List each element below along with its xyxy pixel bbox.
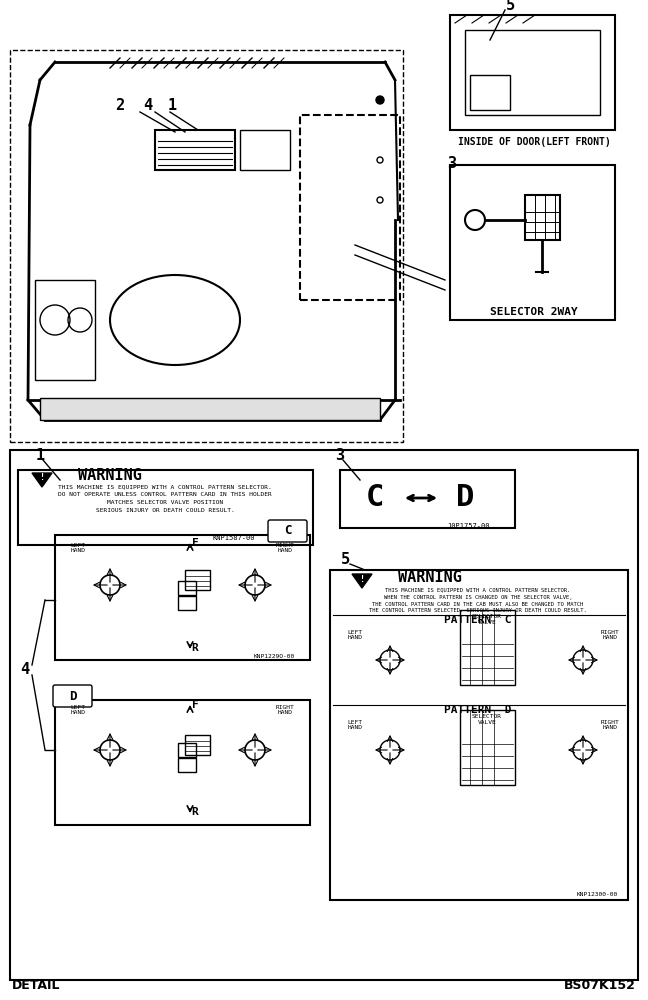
Bar bbox=[470, 75, 510, 110]
Text: C: C bbox=[366, 484, 384, 512]
Bar bbox=[40, 398, 380, 420]
Text: SELECTOR
VALVE: SELECTOR VALVE bbox=[472, 714, 502, 725]
Text: THIS MACHINE IS EQUIPPED WITH A CONTROL PATTERN SELECTOR.: THIS MACHINE IS EQUIPPED WITH A CONTROL … bbox=[386, 587, 571, 592]
Bar bbox=[55, 700, 310, 825]
Text: LEFT
HAND: LEFT HAND bbox=[71, 543, 86, 553]
Text: KNP1229O-00: KNP1229O-00 bbox=[254, 654, 295, 658]
Bar bbox=[240, 130, 290, 170]
Text: WARNING: WARNING bbox=[78, 468, 142, 484]
Text: THE CONTROL PATTERN CARD IN THE CAB MUST ALSO BE CHANGED TO MATCH: THE CONTROL PATTERN CARD IN THE CAB MUST… bbox=[373, 601, 584, 606]
Text: 3: 3 bbox=[336, 448, 345, 462]
Text: !: ! bbox=[40, 474, 45, 483]
Circle shape bbox=[376, 96, 384, 104]
Bar bbox=[460, 710, 515, 785]
Text: SELECTOR
VALVE: SELECTOR VALVE bbox=[472, 614, 502, 625]
Bar bbox=[460, 610, 515, 685]
Text: RIGHT
HAND: RIGHT HAND bbox=[275, 543, 294, 553]
Text: RIGHT
HAND: RIGHT HAND bbox=[275, 705, 294, 715]
Text: 5: 5 bbox=[505, 0, 515, 12]
Text: R: R bbox=[192, 807, 198, 817]
Text: SERIOUS INJURY OR DEATH COULD RESULT.: SERIOUS INJURY OR DEATH COULD RESULT. bbox=[96, 508, 235, 514]
Bar bbox=[18, 470, 313, 545]
Text: KNP12300-00: KNP12300-00 bbox=[577, 892, 618, 898]
Text: LEFT
HAND: LEFT HAND bbox=[71, 705, 86, 715]
Bar bbox=[55, 535, 310, 660]
Text: DO NOT OPERATE UNLESS CONTROL PATTERN CARD IN THIS HOLDER: DO NOT OPERATE UNLESS CONTROL PATTERN CA… bbox=[58, 492, 272, 497]
Text: R: R bbox=[192, 643, 198, 653]
Bar bbox=[155, 130, 235, 170]
Text: !: ! bbox=[360, 574, 364, 584]
FancyBboxPatch shape bbox=[53, 685, 92, 707]
Text: 2: 2 bbox=[115, 98, 124, 112]
FancyBboxPatch shape bbox=[268, 520, 307, 542]
Text: DETAIL: DETAIL bbox=[12, 979, 60, 992]
Text: 5: 5 bbox=[340, 552, 349, 568]
Bar bbox=[35, 280, 95, 380]
Polygon shape bbox=[32, 473, 52, 487]
Bar bbox=[450, 15, 615, 130]
Text: 4: 4 bbox=[143, 98, 152, 112]
Bar bbox=[300, 115, 400, 300]
Text: 4: 4 bbox=[21, 662, 30, 678]
Bar bbox=[525, 195, 560, 240]
Text: MATCHES SELECTOR VALVE POSITION: MATCHES SELECTOR VALVE POSITION bbox=[107, 500, 223, 506]
Bar bbox=[178, 743, 196, 757]
Bar bbox=[340, 470, 515, 528]
Text: D: D bbox=[456, 484, 474, 512]
Polygon shape bbox=[352, 574, 372, 588]
Bar bbox=[178, 581, 196, 595]
Text: F: F bbox=[192, 700, 198, 710]
Text: LEFT
HAND: LEFT HAND bbox=[347, 630, 362, 640]
Bar bbox=[185, 735, 210, 755]
Text: BS07K152: BS07K152 bbox=[564, 979, 636, 992]
Text: PATTERN  C: PATTERN C bbox=[445, 615, 512, 625]
Bar bbox=[330, 570, 628, 900]
Text: F: F bbox=[192, 538, 198, 548]
Text: INSIDE OF DOOR(LEFT FRONT): INSIDE OF DOOR(LEFT FRONT) bbox=[457, 137, 610, 147]
Text: 3: 3 bbox=[447, 155, 457, 170]
Bar bbox=[10, 450, 638, 980]
Text: PATTERN  D: PATTERN D bbox=[445, 705, 512, 715]
Bar bbox=[178, 758, 196, 772]
Text: LEFT
HAND: LEFT HAND bbox=[347, 720, 362, 730]
Text: D: D bbox=[69, 690, 76, 702]
Text: THE CONTROL PATTERN SELECTED. SERIOUS INJURY OR DEATH COULD RESULT.: THE CONTROL PATTERN SELECTED. SERIOUS IN… bbox=[369, 608, 587, 613]
Bar bbox=[185, 570, 210, 590]
Text: 10P1757-00: 10P1757-00 bbox=[448, 523, 490, 529]
Text: RIGHT
HAND: RIGHT HAND bbox=[601, 630, 619, 640]
Bar bbox=[10, 50, 403, 442]
Text: THIS MACHINE IS EQUIPPED WITH A CONTROL PATTERN SELECTOR.: THIS MACHINE IS EQUIPPED WITH A CONTROL … bbox=[58, 485, 272, 489]
Text: SELECTOR 2WAY: SELECTOR 2WAY bbox=[490, 307, 578, 317]
Text: 1: 1 bbox=[36, 448, 45, 462]
Bar bbox=[465, 30, 600, 115]
Text: WARNING: WARNING bbox=[398, 570, 462, 584]
Bar bbox=[450, 165, 615, 320]
Text: C: C bbox=[284, 524, 292, 538]
Text: KNP1587-00: KNP1587-00 bbox=[213, 535, 255, 541]
Text: RIGHT
HAND: RIGHT HAND bbox=[601, 720, 619, 730]
Bar bbox=[178, 596, 196, 610]
Text: 1: 1 bbox=[167, 98, 176, 112]
Text: WHEN THE CONTROL PATTERN IS CHANGED ON THE SELECTOR VALVE,: WHEN THE CONTROL PATTERN IS CHANGED ON T… bbox=[384, 594, 572, 599]
